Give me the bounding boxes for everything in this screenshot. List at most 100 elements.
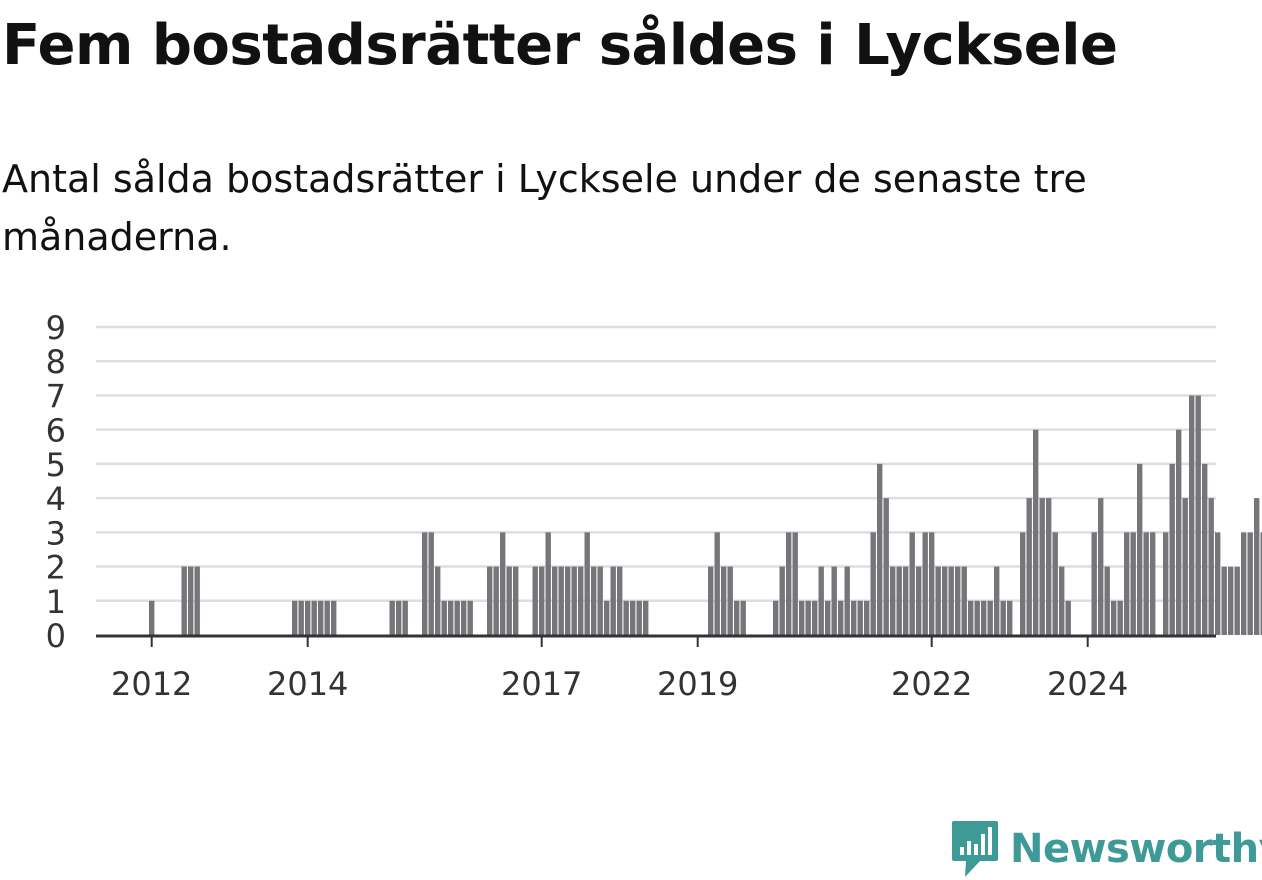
bar — [325, 601, 330, 635]
bar — [897, 567, 902, 635]
bar — [1228, 567, 1233, 635]
bar — [825, 601, 830, 635]
bar — [708, 567, 713, 635]
bar — [968, 601, 973, 635]
chart-title: Fem bostadsrätter såldes i Lycksele — [2, 8, 1117, 84]
bar — [604, 601, 609, 635]
chart-subtitle: Antal sålda bostadsrätter i Lycksele und… — [2, 150, 1232, 266]
bar — [715, 532, 720, 635]
bar — [1248, 532, 1253, 635]
x-tick-label: 2022 — [891, 665, 972, 700]
bar — [1163, 532, 1168, 635]
bar — [585, 532, 590, 635]
bar — [884, 498, 889, 635]
bar — [786, 532, 791, 635]
bar — [429, 532, 434, 635]
bar — [1241, 532, 1246, 635]
bar — [403, 601, 408, 635]
bar — [422, 532, 427, 635]
bars — [149, 395, 1262, 635]
bar — [903, 567, 908, 635]
bar — [832, 567, 837, 635]
bar — [565, 567, 570, 635]
bar — [1001, 601, 1006, 635]
bar — [838, 601, 843, 635]
bar — [552, 567, 557, 635]
bar — [494, 567, 499, 635]
bar — [572, 567, 577, 635]
bar — [624, 601, 629, 635]
bar — [1053, 532, 1058, 635]
bar — [949, 567, 954, 635]
y-tick-label: 0 — [46, 617, 66, 655]
bar — [591, 567, 596, 635]
bar — [318, 601, 323, 635]
bar — [851, 601, 856, 635]
bar — [988, 601, 993, 635]
y-tick-label: 5 — [46, 446, 66, 484]
bar — [1020, 532, 1025, 635]
bar — [1189, 395, 1194, 635]
bar — [1183, 498, 1188, 635]
bar — [1105, 567, 1110, 635]
bar — [1092, 532, 1097, 635]
bar — [1170, 464, 1175, 635]
bar — [1040, 498, 1045, 635]
bar — [721, 567, 726, 635]
bar — [468, 601, 473, 635]
bar — [962, 567, 967, 635]
bar — [1222, 567, 1227, 635]
bar — [1098, 498, 1103, 635]
bar — [1118, 601, 1123, 635]
newsworthy-logo: Newsworthy — [950, 818, 1262, 880]
y-tick-label: 7 — [46, 377, 66, 415]
y-tick-label: 1 — [46, 583, 66, 621]
bar — [442, 601, 447, 635]
bar — [858, 601, 863, 635]
bar — [994, 567, 999, 635]
bar — [812, 601, 817, 635]
bar — [955, 567, 960, 635]
bar — [455, 601, 460, 635]
y-tick-label: 4 — [46, 480, 66, 518]
bar — [981, 601, 986, 635]
y-tick-label: 3 — [46, 514, 66, 552]
bar — [975, 601, 980, 635]
bar — [500, 532, 505, 635]
bar — [1196, 395, 1201, 635]
bar — [331, 601, 336, 635]
bar — [728, 567, 733, 635]
bar — [1066, 601, 1071, 635]
bar — [734, 601, 739, 635]
bar — [923, 532, 928, 635]
bar — [806, 601, 811, 635]
x-tick-label: 2017 — [501, 665, 582, 700]
bar — [1059, 567, 1064, 635]
bar — [390, 601, 395, 635]
bar — [1176, 430, 1181, 635]
bar — [1144, 532, 1149, 635]
bar — [864, 601, 869, 635]
bar — [643, 601, 648, 635]
bar — [539, 567, 544, 635]
bar — [1033, 430, 1038, 635]
brand-name: Newsworthy — [1010, 826, 1262, 872]
bar — [877, 464, 882, 635]
bar — [435, 567, 440, 635]
bar — [1215, 532, 1220, 635]
bar — [637, 601, 642, 635]
bar — [845, 567, 850, 635]
x-tick-label: 2019 — [657, 665, 738, 700]
bar — [598, 567, 603, 635]
y-tick-label: 9 — [46, 309, 66, 347]
bar — [1235, 567, 1240, 635]
bar — [448, 601, 453, 635]
bar — [559, 567, 564, 635]
bar — [916, 567, 921, 635]
bar — [1027, 498, 1032, 635]
bar — [910, 532, 915, 635]
bar — [819, 567, 824, 635]
bar — [773, 601, 778, 635]
